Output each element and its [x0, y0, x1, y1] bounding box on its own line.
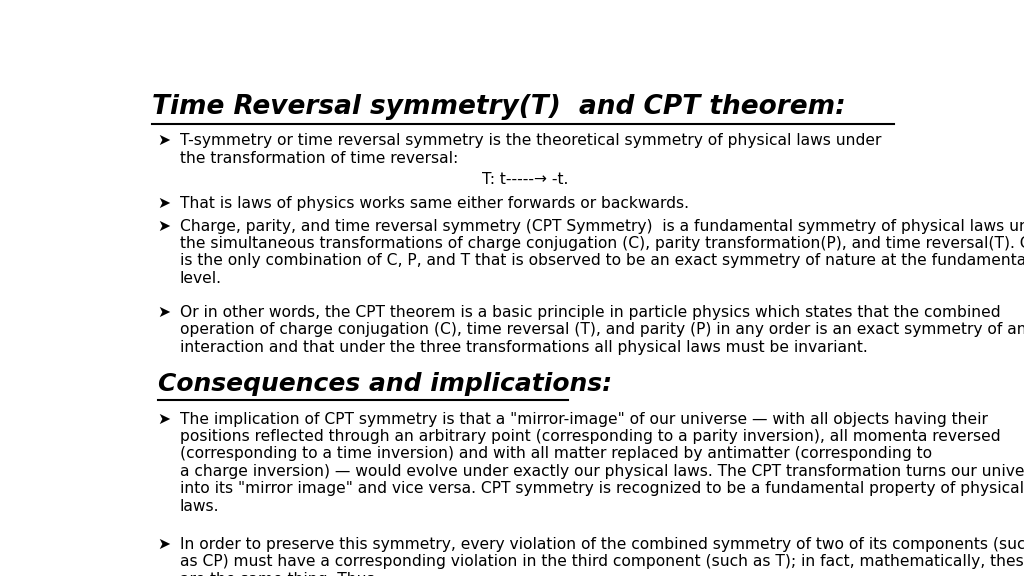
- Text: Consequences and implications:: Consequences and implications:: [158, 373, 612, 396]
- Text: Or in other words, the CPT theorem is a basic principle in particle physics whic: Or in other words, the CPT theorem is a …: [179, 305, 1024, 355]
- Text: ➤: ➤: [158, 218, 170, 234]
- Text: T-symmetry or time reversal symmetry is the theoretical symmetry of physical law: T-symmetry or time reversal symmetry is …: [179, 134, 881, 166]
- Text: In order to preserve this symmetry, every violation of the combined symmetry of : In order to preserve this symmetry, ever…: [179, 537, 1024, 576]
- Text: That is laws of physics works same either forwards or backwards.: That is laws of physics works same eithe…: [179, 195, 688, 210]
- Text: Charge, parity, and time reversal symmetry (CPT Symmetry)  is a fundamental symm: Charge, parity, and time reversal symmet…: [179, 218, 1024, 286]
- Text: Time Reversal symmetry(T)  and CPT theorem:: Time Reversal symmetry(T) and CPT theore…: [152, 93, 846, 119]
- Text: ➤: ➤: [158, 134, 170, 149]
- Text: ➤: ➤: [158, 411, 170, 426]
- Text: T: t-----→ -t.: T: t-----→ -t.: [481, 172, 568, 187]
- Text: ➤: ➤: [158, 195, 170, 210]
- Text: The implication of CPT symmetry is that a "mirror-image" of our universe — with : The implication of CPT symmetry is that …: [179, 411, 1024, 514]
- Text: ➤: ➤: [158, 537, 170, 552]
- Text: ➤: ➤: [158, 305, 170, 320]
